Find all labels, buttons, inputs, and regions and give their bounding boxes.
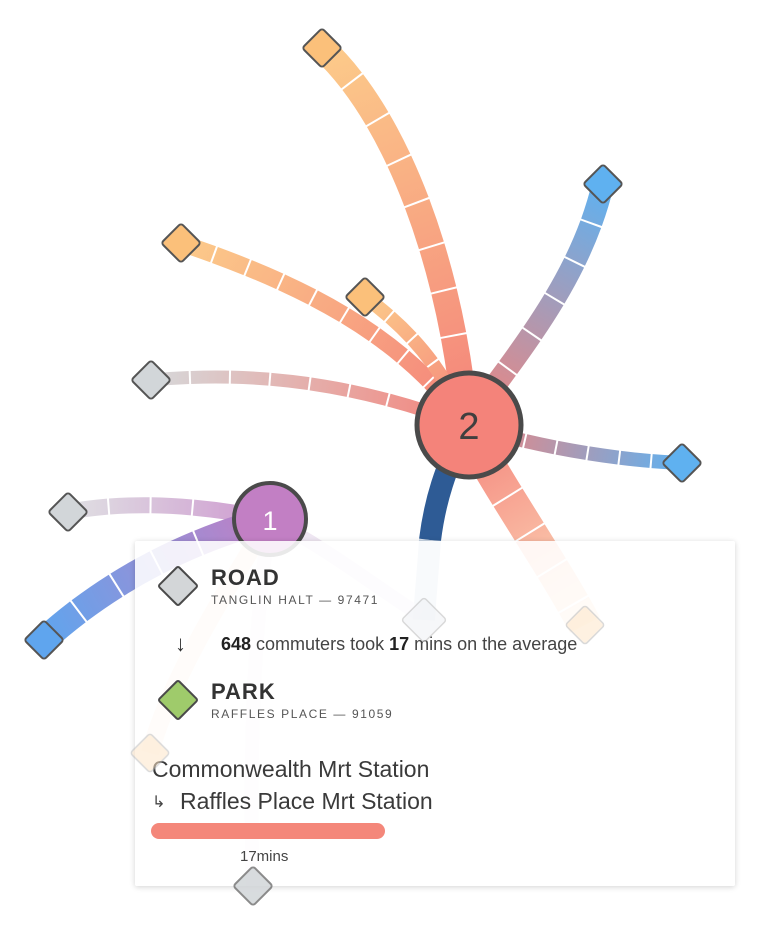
origin-diamond-icon xyxy=(156,564,200,608)
duration-label: 17mins xyxy=(240,848,289,865)
stop-diamond-left[interactable] xyxy=(131,360,171,400)
stop-diamond-upper-right[interactable] xyxy=(583,164,623,204)
destination-text: PARK RAFFLES PLACE — 91059 xyxy=(211,679,393,721)
origin-sub: TANGLIN HALT — 97471 xyxy=(211,593,380,607)
duration-bar xyxy=(151,823,385,839)
destination-diamond-icon xyxy=(156,678,200,722)
route-edge-top[interactable] xyxy=(313,38,479,427)
destination-stop: PARK RAFFLES PLACE — 91059 xyxy=(156,678,393,722)
route-from: Commonwealth Mrt Station xyxy=(152,756,430,782)
stop-diamond-right[interactable] xyxy=(662,443,702,483)
commuter-summary: ↓ 648 commuters took 17 mins on the aver… xyxy=(175,631,577,657)
stop-diamond-hub1-left[interactable] xyxy=(48,492,88,532)
origin-stop: ROAD TANGLIN HALT — 97471 xyxy=(156,564,379,608)
origin-text: ROAD TANGLIN HALT — 97471 xyxy=(211,565,379,607)
route-tooltip: ROAD TANGLIN HALT — 97471 ↓ 648 commuter… xyxy=(135,541,735,886)
origin-type: ROAD xyxy=(211,565,280,590)
summary-mid1: commuters took xyxy=(251,633,390,654)
destination-type: PARK xyxy=(211,679,276,704)
stop-diamond-hub1-bottom[interactable] xyxy=(24,620,64,660)
stop-diamond-top[interactable] xyxy=(302,28,342,68)
hook-arrow-icon: ↳ xyxy=(152,793,166,811)
arrow-down-icon: ↓ xyxy=(175,631,186,656)
average-mins: 17 xyxy=(389,633,410,654)
hub-2-label: 2 xyxy=(458,406,479,448)
stop-diamond-upper-left[interactable] xyxy=(161,223,201,263)
commuter-summary-text: 648 commuters took 17 mins on the averag… xyxy=(221,634,577,655)
route-to: Raffles Place Mrt Station xyxy=(180,788,433,814)
hub-2-circle[interactable] xyxy=(414,370,524,480)
summary-mid2: mins on the average xyxy=(409,633,578,654)
destination-sub: RAFFLES PLACE — 91059 xyxy=(211,707,394,721)
hub-1-label: 1 xyxy=(262,506,277,536)
commuter-count: 648 xyxy=(221,633,252,654)
stop-diamond-middle[interactable] xyxy=(345,277,385,317)
route-to-row: ↳ Raffles Place Mrt Station xyxy=(152,788,433,815)
